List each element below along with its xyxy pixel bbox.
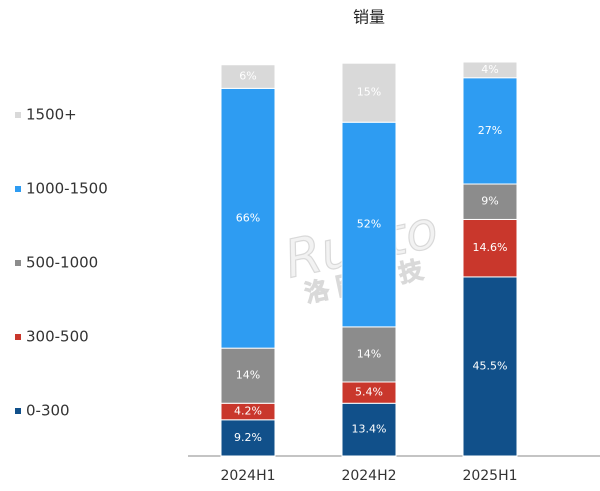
bar-segment	[220, 419, 276, 457]
x-tick-label: 2024H1	[220, 468, 275, 484]
value-label: 14%	[357, 347, 381, 360]
legend-label: 0-300	[26, 402, 70, 420]
legend-swatch	[15, 334, 21, 340]
chart-title: 销量	[353, 8, 385, 27]
legend-swatch	[15, 186, 21, 192]
bar-segment	[220, 87, 276, 349]
legend-label: 500-1000	[26, 254, 98, 272]
legend-swatch	[15, 408, 21, 414]
bar-segment	[341, 121, 397, 328]
bar-segment	[341, 326, 397, 383]
value-label: 66%	[236, 211, 260, 224]
value-label: 27%	[478, 124, 502, 137]
value-label: 9%	[481, 195, 498, 208]
bar-segment	[462, 77, 518, 185]
bar-segment	[462, 218, 518, 278]
x-tick-label: 2024H2	[341, 468, 396, 484]
value-label: 6%	[239, 70, 256, 83]
value-label: 52%	[357, 218, 381, 231]
legend-label: 300-500	[26, 328, 89, 346]
value-label: 5.4%	[355, 386, 383, 399]
legend-swatch	[15, 112, 21, 118]
bar-segment	[341, 402, 397, 457]
bar-segment	[220, 347, 276, 404]
x-tick-label: 2025H1	[462, 468, 517, 484]
value-label: 4%	[481, 63, 498, 76]
value-label: 45.5%	[473, 359, 508, 372]
legend-label: 1000-1500	[26, 180, 108, 198]
value-label: 14.6%	[473, 241, 508, 254]
value-label: 9.2%	[234, 431, 262, 444]
bar-segment	[341, 62, 397, 123]
value-label: 4.2%	[234, 405, 262, 418]
bar-segment	[220, 64, 276, 89]
value-label: 14%	[236, 369, 260, 382]
legend-swatch	[15, 260, 21, 266]
value-label: 13.4%	[352, 423, 387, 436]
legend-label: 1500+	[26, 106, 77, 124]
bar-segment	[462, 61, 518, 79]
value-label: 15%	[357, 86, 381, 99]
